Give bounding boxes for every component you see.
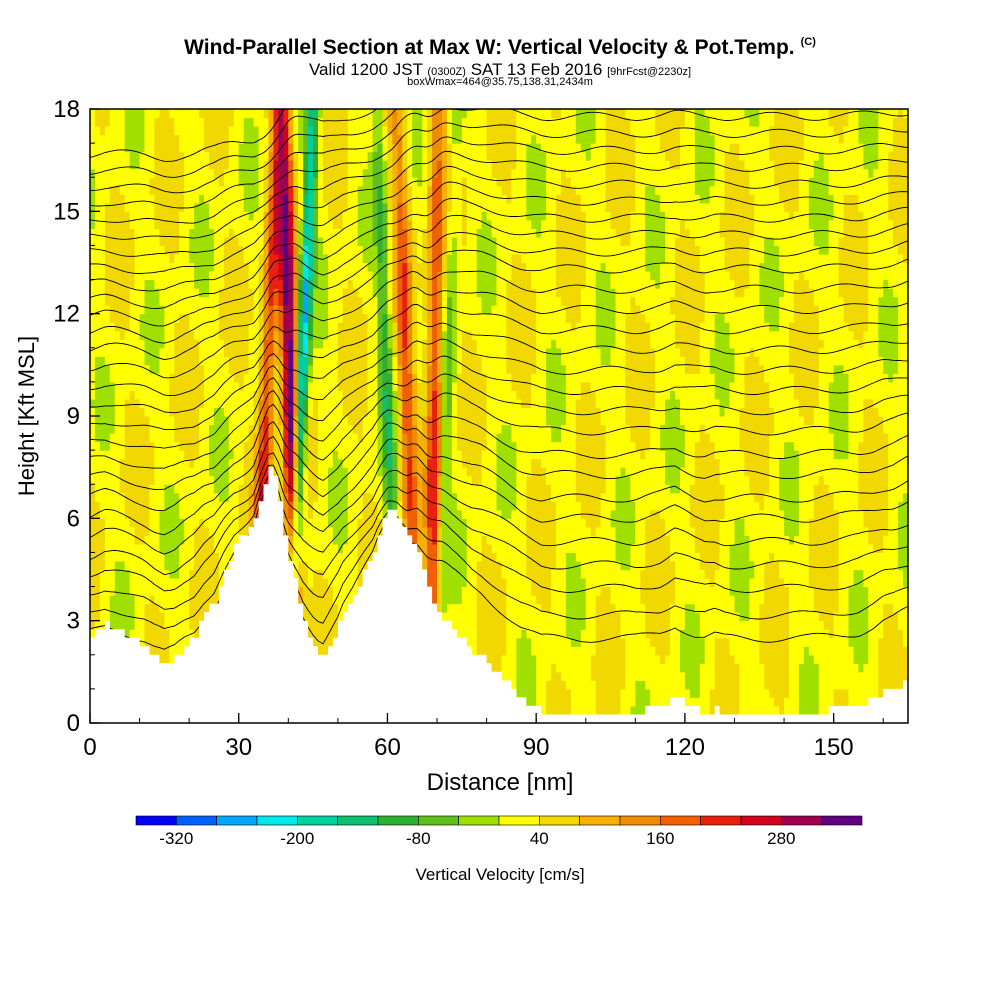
colorbar-swatch xyxy=(538,815,580,826)
y-tick-label: 6 xyxy=(67,505,80,532)
y-tick-label: 3 xyxy=(67,608,80,635)
colorbar-tick-label: 280 xyxy=(767,829,795,848)
box-info-line: boxWmax=464@35.75,138.31,2434m xyxy=(407,76,593,88)
y-axis: 0 3 6 9 12 15 18 xyxy=(53,96,100,737)
y-tick-label: 18 xyxy=(53,96,80,123)
colorbar-swatch xyxy=(296,815,338,826)
x-tick-label: 0 xyxy=(83,734,96,761)
chart-title: Wind-Parallel Section at Max W: Vertical… xyxy=(184,36,816,59)
colorbar-swatch xyxy=(821,815,863,826)
y-tick-label: 0 xyxy=(67,710,80,737)
x-tick-label: 60 xyxy=(374,734,401,761)
colorbar-swatch xyxy=(659,815,701,826)
colorbar-swatch xyxy=(740,815,782,826)
colorbar-swatch xyxy=(700,815,742,826)
y-tick-label: 12 xyxy=(53,301,80,328)
colorbar-swatch xyxy=(377,815,419,826)
colorbar-label: Vertical Velocity [cm/s] xyxy=(415,865,584,884)
colorbar: -320 -200 -80 40 160 280 xyxy=(135,815,863,848)
y-axis-label: Height [Kft MSL] xyxy=(14,336,39,496)
x-tick-label: 30 xyxy=(225,734,252,761)
colorbar-tick-label: -320 xyxy=(159,829,193,848)
x-tick-label: 90 xyxy=(523,734,550,761)
colorbar-tick-label: 160 xyxy=(646,829,674,848)
colorbar-swatch xyxy=(780,815,822,826)
colorbar-swatch xyxy=(579,815,621,826)
terrain-mask xyxy=(90,467,908,723)
valid-time-line: Valid 1200 JST (0300Z) SAT 13 Feb 2016 [… xyxy=(308,60,692,79)
potential-temperature-contours xyxy=(90,109,908,699)
colorbar-swatch xyxy=(498,815,540,826)
x-tick-label: 150 xyxy=(814,734,854,761)
y-tick-label: 9 xyxy=(67,403,80,430)
x-axis: 0 30 60 90 120 150 xyxy=(83,713,884,761)
colorbar-swatch xyxy=(619,815,661,826)
colorbar-swatch xyxy=(176,815,217,826)
x-tick-label: 120 xyxy=(665,734,705,761)
colorbar-tick-label: 40 xyxy=(530,829,549,848)
colorbar-swatch xyxy=(216,815,258,826)
colorbar-swatch xyxy=(135,815,177,826)
colorbar-swatch xyxy=(337,815,379,826)
x-axis-label: Distance [nm] xyxy=(427,769,574,796)
colorbar-swatch xyxy=(458,815,500,826)
y-tick-label: 15 xyxy=(53,198,80,225)
colorbar-tick-label: -80 xyxy=(406,829,431,848)
colorbar-tick-label: -200 xyxy=(280,829,314,848)
colorbar-swatch xyxy=(417,815,459,826)
colorbar-swatch xyxy=(256,815,298,826)
